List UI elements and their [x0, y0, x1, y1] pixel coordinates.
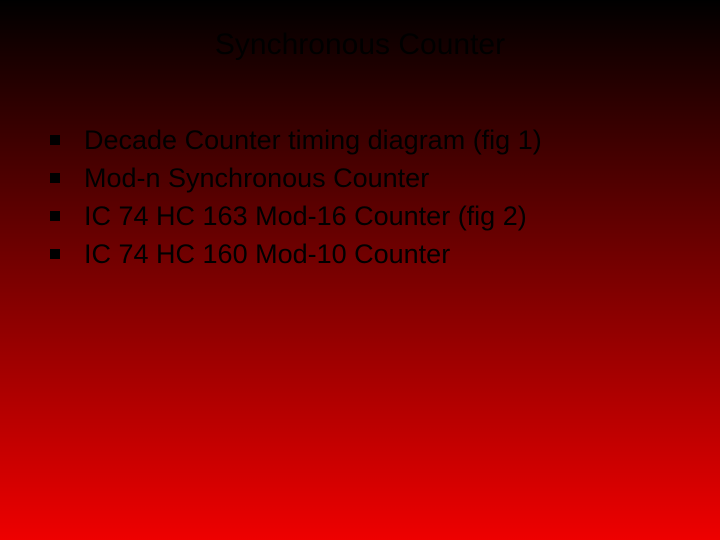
list-item: IC 74 HC 160 Mod-10 Counter [50, 236, 542, 272]
list-item: Decade Counter timing diagram (fig 1) [50, 122, 542, 158]
list-item-text: Mod-n Synchronous Counter [84, 160, 429, 196]
list-item: IC 74 HC 163 Mod-16 Counter (fig 2) [50, 198, 542, 234]
square-bullet-icon [50, 173, 60, 183]
square-bullet-icon [50, 249, 60, 259]
list-item: Mod-n Synchronous Counter [50, 160, 542, 196]
list-item-text: IC 74 HC 163 Mod-16 Counter (fig 2) [84, 198, 527, 234]
square-bullet-icon [50, 211, 60, 221]
slide-title: Synchronous Counter [0, 28, 720, 62]
list-item-text: Decade Counter timing diagram (fig 1) [84, 122, 542, 158]
list-item-text: IC 74 HC 160 Mod-10 Counter [84, 236, 450, 272]
slide: Synchronous Counter Decade Counter timin… [0, 0, 720, 540]
bullet-list: Decade Counter timing diagram (fig 1) Mo… [50, 122, 542, 274]
square-bullet-icon [50, 135, 60, 145]
